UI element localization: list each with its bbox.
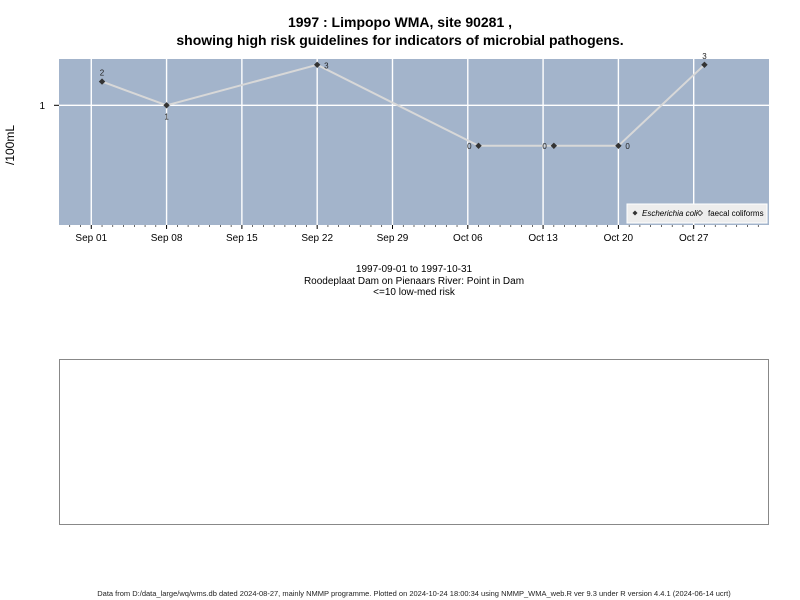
data-label: 3	[702, 52, 707, 61]
legend-marker-faecal-coliforms	[696, 209, 704, 217]
chart-title-line2: showing high risk guidelines for indicat…	[176, 32, 624, 48]
x-tick-label: Oct 06	[453, 233, 483, 244]
data-point	[163, 102, 170, 109]
y-tick-label: 1	[39, 101, 45, 112]
legend-marker-escherichia-coli	[632, 210, 638, 216]
chart-area: Sep 01 Sep 08 Sep 15 Sep 22 Sep 29 Oct 06 Oct …	[3, 52, 769, 244]
date-range-text: 1997-09-01 to 1997-10-31	[355, 264, 473, 275]
legend-label-faecal-coliforms: faecal coliforms	[708, 209, 764, 218]
risk-threshold-text: <=10 low-med risk	[373, 287, 455, 298]
data-label: 3	[324, 61, 329, 70]
x-tick-label: Oct 27	[679, 233, 709, 244]
data-label: 0	[467, 142, 472, 151]
chart-title-line1: 1997 : Limpopo WMA, site 90281 ,	[287, 14, 513, 30]
series-escherichia-coli: 2 1 3 0 0 0 3	[98, 52, 708, 151]
x-tick-label: Oct 13	[528, 233, 558, 244]
data-point	[98, 78, 106, 85]
legend: Escherichia coli faecal coliforms	[626, 203, 768, 224]
legend-box	[626, 203, 768, 224]
empty-plot-panel	[59, 359, 769, 525]
x-tick-label: Sep 22	[301, 233, 333, 244]
data-label: 1	[164, 112, 169, 121]
grid-lines	[59, 59, 769, 225]
site-description-text: Roodeplaat Dam on Pienaars River: Point …	[303, 276, 525, 287]
data-point	[475, 142, 482, 149]
data-point	[313, 61, 321, 68]
data-point	[701, 61, 708, 68]
legend-label-escherichia-coli: Escherichia coli	[642, 209, 698, 218]
y-axis-label: /100mL	[3, 125, 17, 165]
data-label: 0	[625, 142, 630, 151]
x-tick-label: Sep 15	[226, 233, 258, 244]
plot-panel	[59, 59, 769, 225]
footer-note: Data from D:/data_large/wq/wms.db dated …	[97, 589, 731, 598]
data-point	[615, 142, 622, 149]
x-tick-label: Sep 08	[151, 233, 183, 244]
x-tick-label: Sep 29	[377, 233, 409, 244]
data-label: 0	[542, 142, 547, 151]
data-label: 2	[100, 69, 105, 78]
x-tick-label: Sep 01	[75, 233, 107, 244]
axes: Sep 01 Sep 08 Sep 15 Sep 22 Sep 29 Oct 06 Oct …	[39, 101, 759, 244]
data-point	[550, 142, 558, 149]
x-tick-label: Oct 20	[604, 233, 634, 244]
